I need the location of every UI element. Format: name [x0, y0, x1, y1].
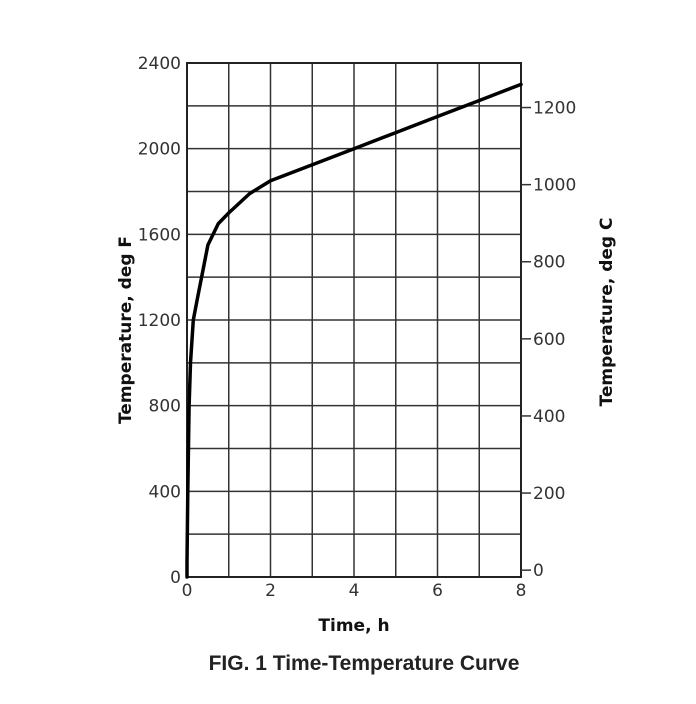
y-axis-right-ticks: 0 200 400 600 800 1000 1200 [521, 99, 576, 581]
y-axis-right-label: Temperature, deg C [597, 218, 617, 407]
temperature-curve-line [185, 82, 523, 579]
x-tick-label: 8 [516, 581, 527, 601]
x-tick-label: 6 [432, 581, 443, 601]
plot-frame [186, 62, 522, 578]
y-right-tick-label: 800 [533, 253, 565, 273]
y-axis-left-label: Temperature, deg F [116, 236, 136, 424]
y-right-tick-label: 1000 [533, 176, 576, 196]
y-right-tick-label: 400 [533, 407, 565, 427]
x-axis-ticks: 0 2 4 6 8 [182, 581, 527, 601]
y-tick-label: 1600 [138, 225, 181, 245]
y-right-tick-label: 0 [533, 561, 544, 581]
y-tick-label: 0 [170, 568, 181, 588]
x-tick-label: 2 [265, 581, 276, 601]
y-right-tick-label: 1200 [533, 99, 576, 119]
y-tick-label: 400 [149, 482, 181, 502]
y-tick-label: 2400 [138, 54, 181, 74]
chart-grid [187, 63, 521, 577]
y-right-tick-label: 200 [533, 484, 565, 504]
y-right-tick-label: 600 [533, 330, 565, 350]
y-axis-left-ticks: 0 400 800 1200 1600 2000 2400 [138, 54, 181, 588]
x-axis-label: Time, h [318, 616, 389, 636]
figure-caption: FIG. 1 Time-Temperature Curve [209, 652, 520, 675]
x-tick-label: 0 [182, 581, 193, 601]
y-tick-label: 1200 [138, 311, 181, 331]
y-tick-label: 2000 [138, 140, 181, 160]
x-tick-label: 4 [349, 581, 360, 601]
y-tick-label: 800 [149, 397, 181, 417]
